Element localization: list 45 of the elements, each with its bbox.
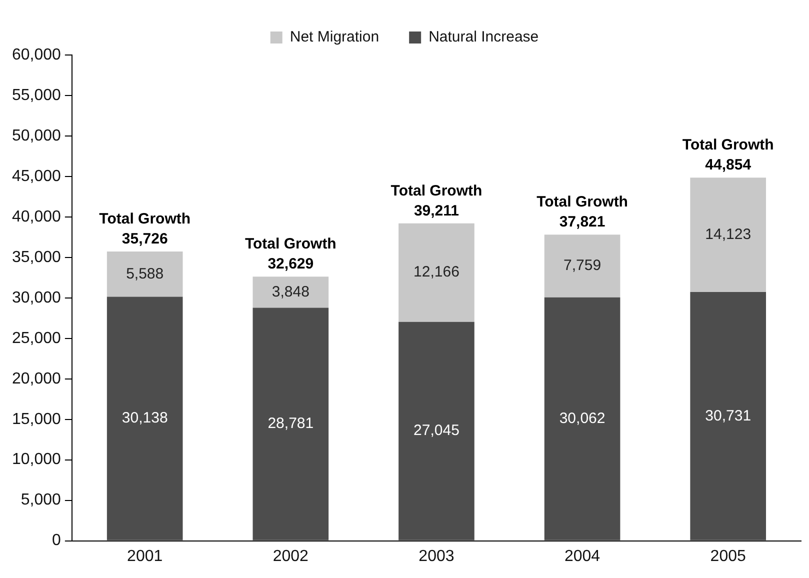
y-tick-label: 30,000 — [12, 289, 62, 306]
bar — [398, 322, 474, 540]
y-tick-label: 25,000 — [12, 330, 62, 347]
bar — [690, 292, 766, 540]
data-label: 30,731 — [705, 407, 752, 424]
data-label: 27,045 — [414, 422, 460, 440]
total-label: Total Growth 35,726 — [99, 210, 191, 248]
y-tick-label: 40,000 — [12, 208, 62, 226]
data-label: 12,166 — [414, 264, 460, 281]
total-label: Total Growth 44,854 — [682, 136, 774, 174]
data-label: 30,138 — [122, 410, 168, 427]
x-tick-label: 2001 — [127, 548, 163, 565]
bar — [252, 276, 329, 308]
y-tick-label: 5,000 — [20, 492, 62, 509]
y-tick-label: 10,000 — [12, 451, 62, 468]
total-label: Total Growth 39,211 — [390, 182, 482, 220]
bar — [106, 252, 183, 297]
x-tick-label: 2005 — [710, 548, 746, 565]
x-tick-label: 2004 — [564, 548, 600, 565]
total-label: Total Growth 37,821 — [536, 194, 628, 231]
bar — [252, 308, 329, 540]
y-tick-label: 55,000 — [12, 86, 62, 104]
data-label: 28,781 — [268, 415, 314, 432]
bar — [690, 178, 766, 292]
y-tick-label: 20,000 — [12, 370, 62, 388]
legend-label: Natural Increase — [428, 28, 539, 46]
y-tick-label: 50,000 — [12, 127, 62, 144]
bar — [398, 223, 474, 322]
legend-label: Net Migration — [290, 28, 380, 46]
y-tick-label: 60,000 — [12, 46, 62, 64]
y-tick-label: 35,000 — [12, 248, 62, 266]
data-label: 3,848 — [272, 283, 310, 300]
total-label: Total Growth 32,629 — [244, 236, 336, 273]
data-label: 7,759 — [564, 257, 602, 274]
bar — [544, 234, 620, 298]
data-label: 5,588 — [126, 265, 164, 282]
x-tick-label: 2002 — [272, 548, 309, 565]
y-tick-label: 45,000 — [12, 168, 62, 185]
y-tick-label: 0 — [52, 532, 62, 550]
y-tick-label: 15,000 — [12, 410, 62, 428]
bar — [106, 296, 183, 540]
data-label: 30,062 — [559, 410, 606, 427]
data-label: 14,123 — [705, 226, 752, 243]
bar — [544, 297, 620, 540]
x-tick-label: 2003 — [418, 548, 454, 565]
